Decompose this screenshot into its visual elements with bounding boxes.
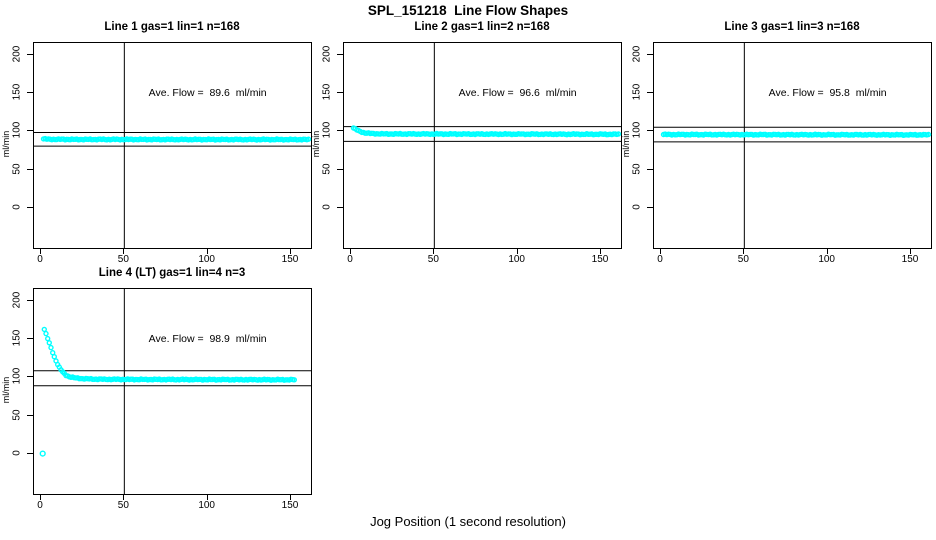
- y-tick-mark: [27, 452, 33, 454]
- x-tick-mark: [516, 248, 518, 254]
- x-tick-label: 50: [427, 254, 439, 265]
- x-tick-label: 100: [198, 254, 215, 265]
- x-tick-mark: [206, 248, 208, 254]
- subplot-line4-title: Line 4 (LT) gas=1 lin=4 n=3: [98, 267, 246, 279]
- x-tick-mark: [826, 248, 828, 254]
- y-tick-mark: [27, 376, 33, 378]
- x-tick-mark: [743, 248, 745, 254]
- data-points: [39, 326, 297, 457]
- y-tick-mark: [647, 54, 653, 56]
- subplot-line1-frame: Ave. Flow = 89.6 ml/min: [33, 42, 312, 249]
- data-points: [660, 131, 932, 139]
- x-tick-mark: [40, 248, 41, 254]
- y-tick-mark: [27, 206, 33, 208]
- figure-title: SPL_151218 Line Flow Shapes: [367, 3, 569, 18]
- x-tick-label: 150: [281, 500, 299, 511]
- subplot-line1-title: Line 1 gas=1 lin=1 n=168: [104, 21, 240, 33]
- y-tick-mark: [27, 338, 33, 340]
- x-tick-label: 150: [901, 254, 919, 265]
- y-tick-mark: [27, 414, 33, 416]
- subplot-line3-ave-flow-annotation: Ave. Flow = 95.8 ml/min: [768, 87, 887, 100]
- x-tick-label: 150: [281, 254, 299, 265]
- y-tick-mark: [337, 206, 343, 208]
- outlier-point: [39, 450, 46, 457]
- x-tick-label: 50: [117, 254, 129, 265]
- x-tick-mark: [290, 248, 291, 254]
- y-tick-mark: [27, 300, 33, 302]
- y-tick-mark: [647, 168, 653, 170]
- y-tick-mark: [337, 54, 343, 56]
- y-tick-mark: [27, 92, 33, 94]
- x-tick-label: 100: [508, 254, 525, 265]
- x-tick-mark: [433, 248, 435, 254]
- subplot-line1-canvas: [34, 43, 312, 248]
- x-tick-label: 150: [591, 254, 609, 265]
- y-tick-mark: [27, 54, 33, 56]
- x-tick-label: 100: [818, 254, 835, 265]
- subplot-line2-ave-flow-annotation: Ave. Flow = 96.6 ml/min: [458, 87, 577, 100]
- subplot-line4-ave-flow-annotation: Ave. Flow = 98.9 ml/min: [148, 333, 267, 346]
- y-tick-mark: [27, 168, 33, 170]
- subplot-line2-canvas: [344, 43, 622, 248]
- x-tick-label: 0: [37, 254, 43, 265]
- x-tick-mark: [206, 494, 208, 500]
- x-tick-label: 0: [657, 254, 663, 265]
- x-tick-label: 100: [198, 500, 215, 511]
- x-tick-label: 50: [117, 500, 129, 511]
- subplot-line3-title: Line 3 gas=1 lin=3 n=168: [724, 21, 860, 33]
- y-tick-mark: [647, 92, 653, 94]
- x-tick-mark: [290, 494, 291, 500]
- data-points: [350, 125, 622, 138]
- x-tick-mark: [123, 248, 125, 254]
- data-points: [40, 135, 312, 143]
- subplot-line4-canvas: [34, 289, 311, 494]
- x-tick-mark: [660, 248, 661, 254]
- y-tick-mark: [337, 168, 343, 170]
- subplot-line2-title: Line 2 gas=1 lin=2 n=168: [414, 21, 550, 33]
- x-tick-mark: [40, 494, 41, 500]
- subplot-line3-canvas: [654, 43, 932, 248]
- x-axis-title: Jog Position (1 second resolution): [370, 514, 566, 529]
- x-tick-mark: [600, 248, 601, 254]
- subplot-line2-frame: Ave. Flow = 96.6 ml/min: [343, 42, 622, 249]
- x-tick-mark: [910, 248, 911, 254]
- y-tick-mark: [337, 92, 343, 94]
- y-tick-mark: [647, 206, 653, 208]
- x-tick-label: 50: [737, 254, 749, 265]
- subplot-line3-frame: Ave. Flow = 95.8 ml/min: [653, 42, 932, 249]
- y-tick-mark: [337, 130, 343, 132]
- x-tick-label: 0: [37, 500, 43, 511]
- y-tick-mark: [27, 130, 33, 132]
- subplot-line1-ave-flow-annotation: Ave. Flow = 89.6 ml/min: [148, 87, 267, 100]
- x-tick-mark: [350, 248, 351, 254]
- subplot-line4-frame: Ave. Flow = 98.9 ml/min: [33, 288, 312, 495]
- x-tick-mark: [123, 494, 125, 500]
- y-tick-mark: [647, 130, 653, 132]
- x-tick-label: 0: [347, 254, 353, 265]
